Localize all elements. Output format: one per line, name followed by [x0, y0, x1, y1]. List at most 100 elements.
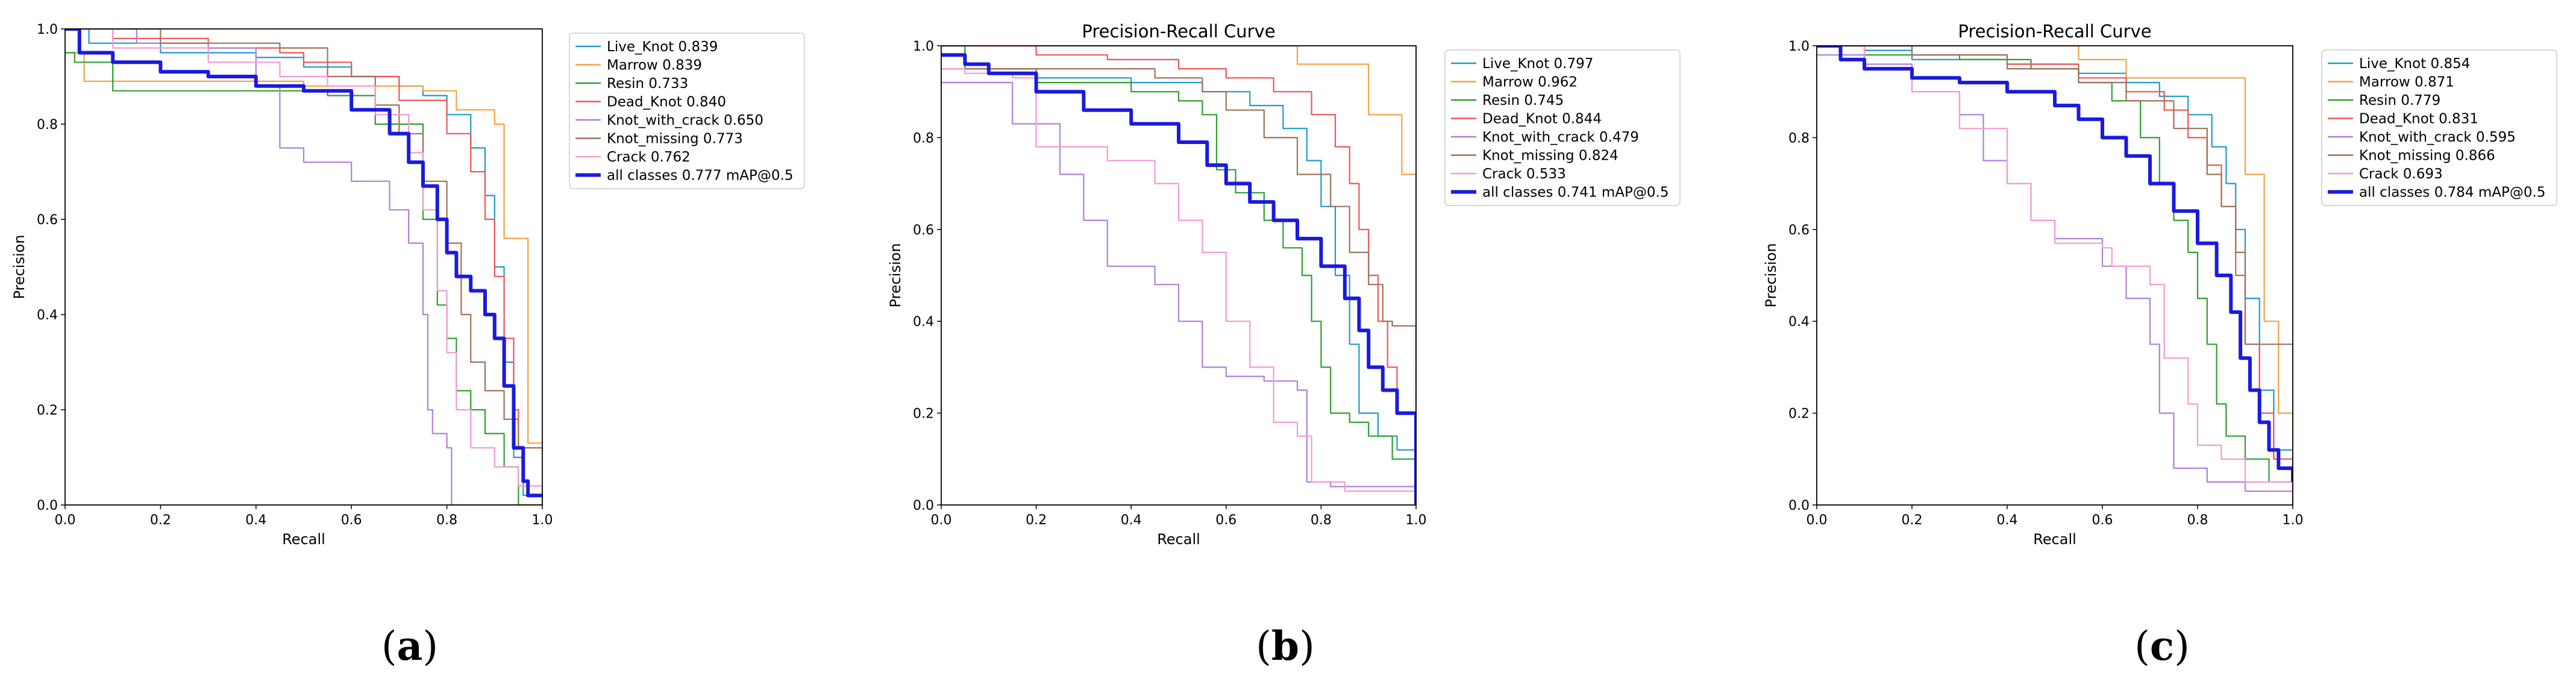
series-line-dead-knot [1817, 46, 2293, 496]
x-tick-label: 0.4 [1997, 513, 2018, 528]
x-tick-label: 0.2 [1026, 513, 1047, 528]
y-tick-label: 0.8 [37, 118, 58, 133]
y-tick-label: 0.4 [913, 315, 934, 330]
legend-entry: Knot_with_crack 0.595 [2359, 130, 2516, 145]
legend-box [569, 33, 805, 189]
legend-box [1444, 49, 1681, 206]
legend-entry: Live_Knot 0.854 [2359, 56, 2470, 72]
y-tick-label: 0.6 [1788, 223, 1810, 238]
chart-title: Precision-Recall Curve [1958, 21, 2151, 42]
chart-panel-2: Precision-Recall Curve 0.0 0.2 0.4 0.6 0.8 1.0… [887, 21, 1681, 548]
series-line-marrow [65, 52, 542, 444]
y-tick-label: 0.6 [37, 213, 58, 228]
series-line-knot-missing [941, 68, 1416, 505]
series-line-all-classes [65, 29, 542, 498]
series-line-marrow [941, 46, 1416, 505]
legend-entry: Knot_missing 0.824 [1482, 148, 1619, 164]
legend-entry: Live_Knot 0.839 [607, 39, 718, 55]
y-tick-label: 0.8 [913, 131, 934, 146]
x-tick-label: 1.0 [2283, 513, 2304, 528]
legend-entry: Marrow 0.962 [1482, 75, 1578, 90]
x-axis-label: Recall [2033, 531, 2076, 548]
y-axis-label: Precision [887, 243, 904, 307]
series-line-knot-with-crack [1817, 54, 2293, 505]
y-tick-label: 1.0 [913, 39, 934, 54]
y-tick-label: 0.2 [37, 403, 58, 418]
y-tick-label: 0.2 [1788, 407, 1810, 422]
chart-panel-1: 0.0 0.2 0.4 0.6 0.8 1.0 0.0 0.2 0.4 0.6 0.8 1.0 Reca… [11, 22, 805, 548]
chart-panel-3: Precision-Recall Curve 0.0 0.2 0.4 0.6 0.8 1.0… [1763, 21, 2557, 548]
x-tick-label: 0.4 [1121, 513, 1142, 528]
legend-entry: Crack 0.693 [2359, 166, 2443, 182]
series-lines [65, 29, 542, 505]
series-line-crack [65, 29, 542, 496]
x-tick-label: 0.6 [341, 513, 362, 528]
series-line-crack [941, 68, 1416, 505]
legend-entry: all classes 0.777 mAP@0.5 [607, 168, 793, 184]
series-lines [1817, 46, 2293, 505]
x-tick-label: 0.0 [55, 513, 76, 528]
y-tick-label: 0.8 [1788, 131, 1810, 146]
x-tick-label: 0.2 [1902, 513, 1923, 528]
legend-entry: Resin 0.745 [1482, 93, 1564, 108]
series-line-all-classes [1817, 46, 2293, 482]
legend: Live_Knot 0.797 Marrow 0.962 Resin 0.745 De… [1444, 49, 1681, 206]
series-lines [941, 46, 1416, 505]
legend-entry: Dead_Knot 0.831 [2359, 111, 2478, 127]
series-line-dead-knot [941, 46, 1416, 459]
caption-a: (a) [381, 622, 438, 669]
y-tick-label: 1.0 [1788, 39, 1810, 54]
series-line-all-classes [941, 53, 1416, 505]
legend-entry: Marrow 0.839 [607, 58, 702, 74]
x-axis-label: Recall [282, 531, 325, 548]
y-tick-label: 0.0 [1788, 498, 1810, 513]
series-line-resin [1817, 46, 2293, 505]
legend-entry: Knot_missing 0.866 [2359, 148, 2495, 164]
series-line-crack [1817, 46, 2293, 492]
y-tick-label: 0.6 [913, 223, 934, 238]
legend-entry: Dead_Knot 0.840 [607, 95, 726, 110]
legend-entry: Crack 0.533 [1482, 166, 1566, 182]
legend-entry: all classes 0.741 mAP@0.5 [1482, 185, 1669, 201]
plot-frame [64, 28, 543, 506]
series-line-knot-missing [1817, 46, 2293, 345]
series-line-knot-missing [65, 29, 542, 449]
legend-entry: Knot_missing 0.773 [607, 131, 743, 147]
chart-title: Precision-Recall Curve [1082, 21, 1275, 42]
legend-entry: Knot_with_crack 0.650 [607, 113, 763, 128]
x-tick-label: 1.0 [532, 513, 553, 528]
y-tick-label: 1.0 [37, 22, 58, 37]
series-line-knot-with-crack [65, 29, 542, 505]
x-tick-label: 0.6 [2092, 513, 2113, 528]
caption-b: (b) [1256, 622, 1315, 669]
legend-entry: Live_Knot 0.797 [1482, 56, 1593, 72]
x-tick-label: 0.4 [245, 513, 266, 528]
x-tick-label: 0.0 [931, 513, 952, 528]
x-tick-label: 0.2 [150, 513, 171, 528]
x-tick-label: 0.0 [1807, 513, 1828, 528]
legend-entry: Dead_Knot 0.844 [1482, 111, 1602, 127]
y-axis-label: Precision [1763, 243, 1779, 307]
legend-entry: Resin 0.779 [2359, 93, 2440, 108]
y-tick-label: 0.0 [913, 498, 934, 513]
captions-layer: (a) (b) (c) [381, 622, 2190, 669]
caption-c: (c) [2134, 622, 2190, 669]
legend-entry: Marrow 0.871 [2359, 75, 2454, 90]
series-line-marrow [1817, 46, 2293, 505]
x-axis-label: Recall [1157, 531, 1200, 548]
y-tick-label: 0.2 [913, 407, 934, 422]
plot-frame [1816, 45, 2293, 506]
plot-frame [941, 45, 1417, 506]
y-axis-label: Precision [11, 234, 28, 299]
x-tick-label: 1.0 [1406, 513, 1427, 528]
legend-entry: Crack 0.762 [607, 149, 691, 165]
series-line-resin [65, 52, 542, 505]
x-tick-label: 0.6 [1215, 513, 1236, 528]
x-tick-label: 0.8 [436, 513, 457, 528]
y-tick-label: 0.4 [37, 308, 58, 323]
legend-entry: Knot_with_crack 0.479 [1482, 130, 1639, 145]
legend-entry: Resin 0.733 [607, 76, 688, 92]
series-line-live-knot [941, 46, 1416, 505]
legend-box [2321, 49, 2557, 206]
